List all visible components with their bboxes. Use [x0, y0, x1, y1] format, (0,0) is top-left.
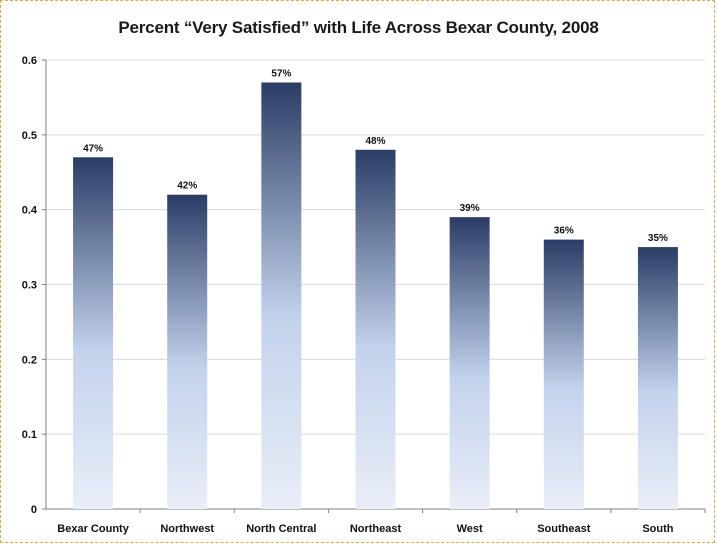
bar [449, 217, 490, 509]
bar [73, 157, 114, 510]
bar-value-label: 48% [365, 136, 385, 147]
x-category-label: North Central [246, 523, 316, 535]
y-tick-label: 0 [31, 504, 37, 516]
bar [637, 247, 678, 510]
x-category-label: Southeast [537, 523, 591, 535]
bar-value-label: 36% [554, 226, 574, 237]
x-category-label: Northwest [160, 523, 214, 535]
labels: 0 0.1 0.2 0.3 0.4 0.5 0.6 47% Bexar County 42% Nor… [22, 55, 674, 535]
y-tick-label: 0.5 [22, 130, 37, 142]
bar-value-label: 39% [460, 203, 480, 214]
y-tick-label: 0.4 [22, 205, 38, 217]
bar [261, 82, 302, 509]
bar [543, 239, 584, 509]
x-category-label: South [642, 523, 673, 535]
x-category-label: Northeast [350, 523, 402, 535]
bar-value-label: 57% [271, 68, 291, 79]
bar-value-label: 42% [177, 181, 197, 192]
y-tick-label: 0.2 [22, 354, 37, 366]
bar [355, 149, 396, 510]
y-tick-label: 0.1 [22, 429, 37, 441]
x-category-label: West [457, 523, 483, 535]
bar-value-label: 35% [648, 233, 668, 244]
y-tick-label: 0.6 [22, 55, 37, 67]
bar [167, 194, 208, 509]
bars [73, 82, 678, 510]
x-category-label: Bexar County [57, 523, 129, 535]
y-tick-label: 0.3 [22, 280, 37, 292]
bar-value-label: 47% [83, 143, 103, 154]
chart-title: Percent “Very Satisfied” with Life Acros… [118, 18, 599, 37]
